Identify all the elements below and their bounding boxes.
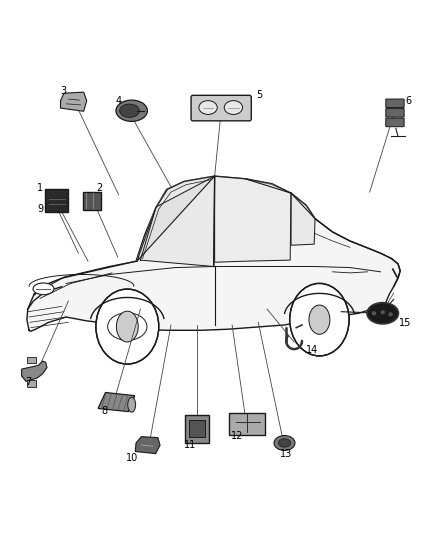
Polygon shape <box>141 176 215 266</box>
Text: 11: 11 <box>184 440 196 450</box>
Text: 8: 8 <box>102 406 108 416</box>
Polygon shape <box>135 437 160 454</box>
Polygon shape <box>27 176 400 332</box>
Ellipse shape <box>199 101 217 115</box>
Ellipse shape <box>117 311 138 342</box>
Polygon shape <box>137 176 215 261</box>
Polygon shape <box>60 92 87 111</box>
Ellipse shape <box>120 104 139 117</box>
Text: 13: 13 <box>280 449 292 458</box>
Text: 5: 5 <box>256 90 262 100</box>
Text: 9: 9 <box>37 204 43 214</box>
Text: 6: 6 <box>406 95 412 106</box>
Text: 1: 1 <box>37 183 43 193</box>
Ellipse shape <box>274 435 295 450</box>
Text: 2: 2 <box>97 183 103 193</box>
Polygon shape <box>291 193 315 245</box>
Ellipse shape <box>290 284 349 356</box>
FancyBboxPatch shape <box>83 191 101 209</box>
Text: 12: 12 <box>231 431 243 441</box>
Ellipse shape <box>389 312 393 317</box>
Polygon shape <box>98 392 135 411</box>
FancyBboxPatch shape <box>185 415 209 443</box>
FancyBboxPatch shape <box>189 419 205 437</box>
Polygon shape <box>215 176 291 262</box>
Polygon shape <box>21 361 47 381</box>
Text: 3: 3 <box>60 86 66 96</box>
FancyBboxPatch shape <box>27 357 36 364</box>
Ellipse shape <box>120 321 135 332</box>
FancyBboxPatch shape <box>27 380 36 386</box>
FancyBboxPatch shape <box>386 118 404 127</box>
FancyBboxPatch shape <box>45 189 68 212</box>
Text: 4: 4 <box>116 95 122 106</box>
Ellipse shape <box>372 311 376 316</box>
Ellipse shape <box>367 303 399 324</box>
Text: 10: 10 <box>126 453 138 463</box>
Ellipse shape <box>279 439 290 447</box>
FancyBboxPatch shape <box>386 99 404 108</box>
Ellipse shape <box>309 305 330 334</box>
Text: 7: 7 <box>25 377 31 387</box>
Ellipse shape <box>33 283 54 295</box>
FancyBboxPatch shape <box>191 95 251 121</box>
Text: 15: 15 <box>399 318 411 328</box>
Text: 14: 14 <box>306 345 318 356</box>
Ellipse shape <box>381 310 385 314</box>
Ellipse shape <box>96 289 159 364</box>
Ellipse shape <box>128 397 136 412</box>
Ellipse shape <box>116 100 148 122</box>
Ellipse shape <box>224 101 243 115</box>
FancyBboxPatch shape <box>386 109 404 117</box>
FancyBboxPatch shape <box>229 413 265 435</box>
